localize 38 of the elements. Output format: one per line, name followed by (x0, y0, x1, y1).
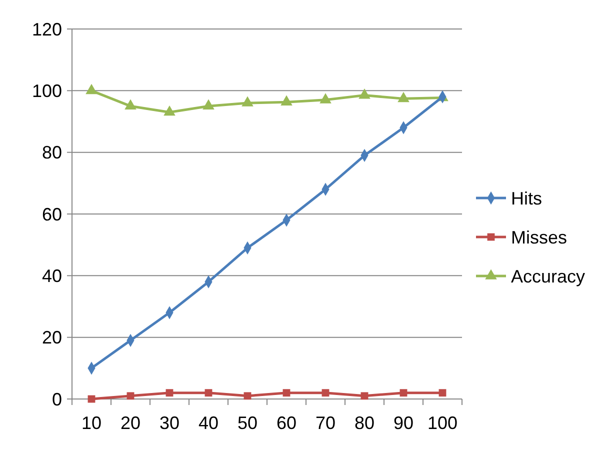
point (86, 84, 98, 94)
y-tick-label: 80 (42, 142, 62, 163)
y-tick-label: 100 (32, 80, 62, 101)
point (204, 389, 212, 397)
x-tick-label: 100 (427, 413, 458, 433)
point (360, 392, 368, 400)
point (320, 93, 332, 104)
x-tick-label: 50 (237, 413, 258, 433)
x-tick-label: 40 (198, 413, 219, 433)
legend-label: Hits (511, 188, 542, 208)
point (398, 92, 410, 102)
point (358, 88, 370, 99)
y-tick-label: 20 (42, 328, 62, 348)
point (322, 389, 330, 397)
x-tick-label: 20 (120, 413, 141, 433)
point (282, 389, 290, 397)
point (166, 389, 174, 397)
point (164, 105, 176, 116)
x-tick-label: 80 (354, 413, 375, 433)
legend-label: Accuracy (511, 266, 586, 286)
x-tick-label: 10 (81, 413, 102, 433)
y-tick-label: 0 (52, 389, 62, 410)
point (400, 389, 408, 397)
x-tick-label: 60 (276, 413, 297, 433)
legend-label: Misses (511, 227, 568, 248)
y-tick-label: 60 (42, 204, 62, 224)
point (126, 392, 134, 400)
point (244, 392, 252, 400)
point (124, 99, 136, 110)
y-tick-label: 120 (32, 19, 62, 40)
y-tick-label: 40 (42, 266, 62, 286)
point (438, 389, 446, 397)
point (280, 95, 292, 106)
point (242, 96, 254, 106)
x-tick-label: 90 (393, 413, 414, 433)
x-tick-label: 30 (159, 413, 180, 433)
x-tick-label: 70 (315, 413, 336, 433)
point (202, 99, 214, 110)
